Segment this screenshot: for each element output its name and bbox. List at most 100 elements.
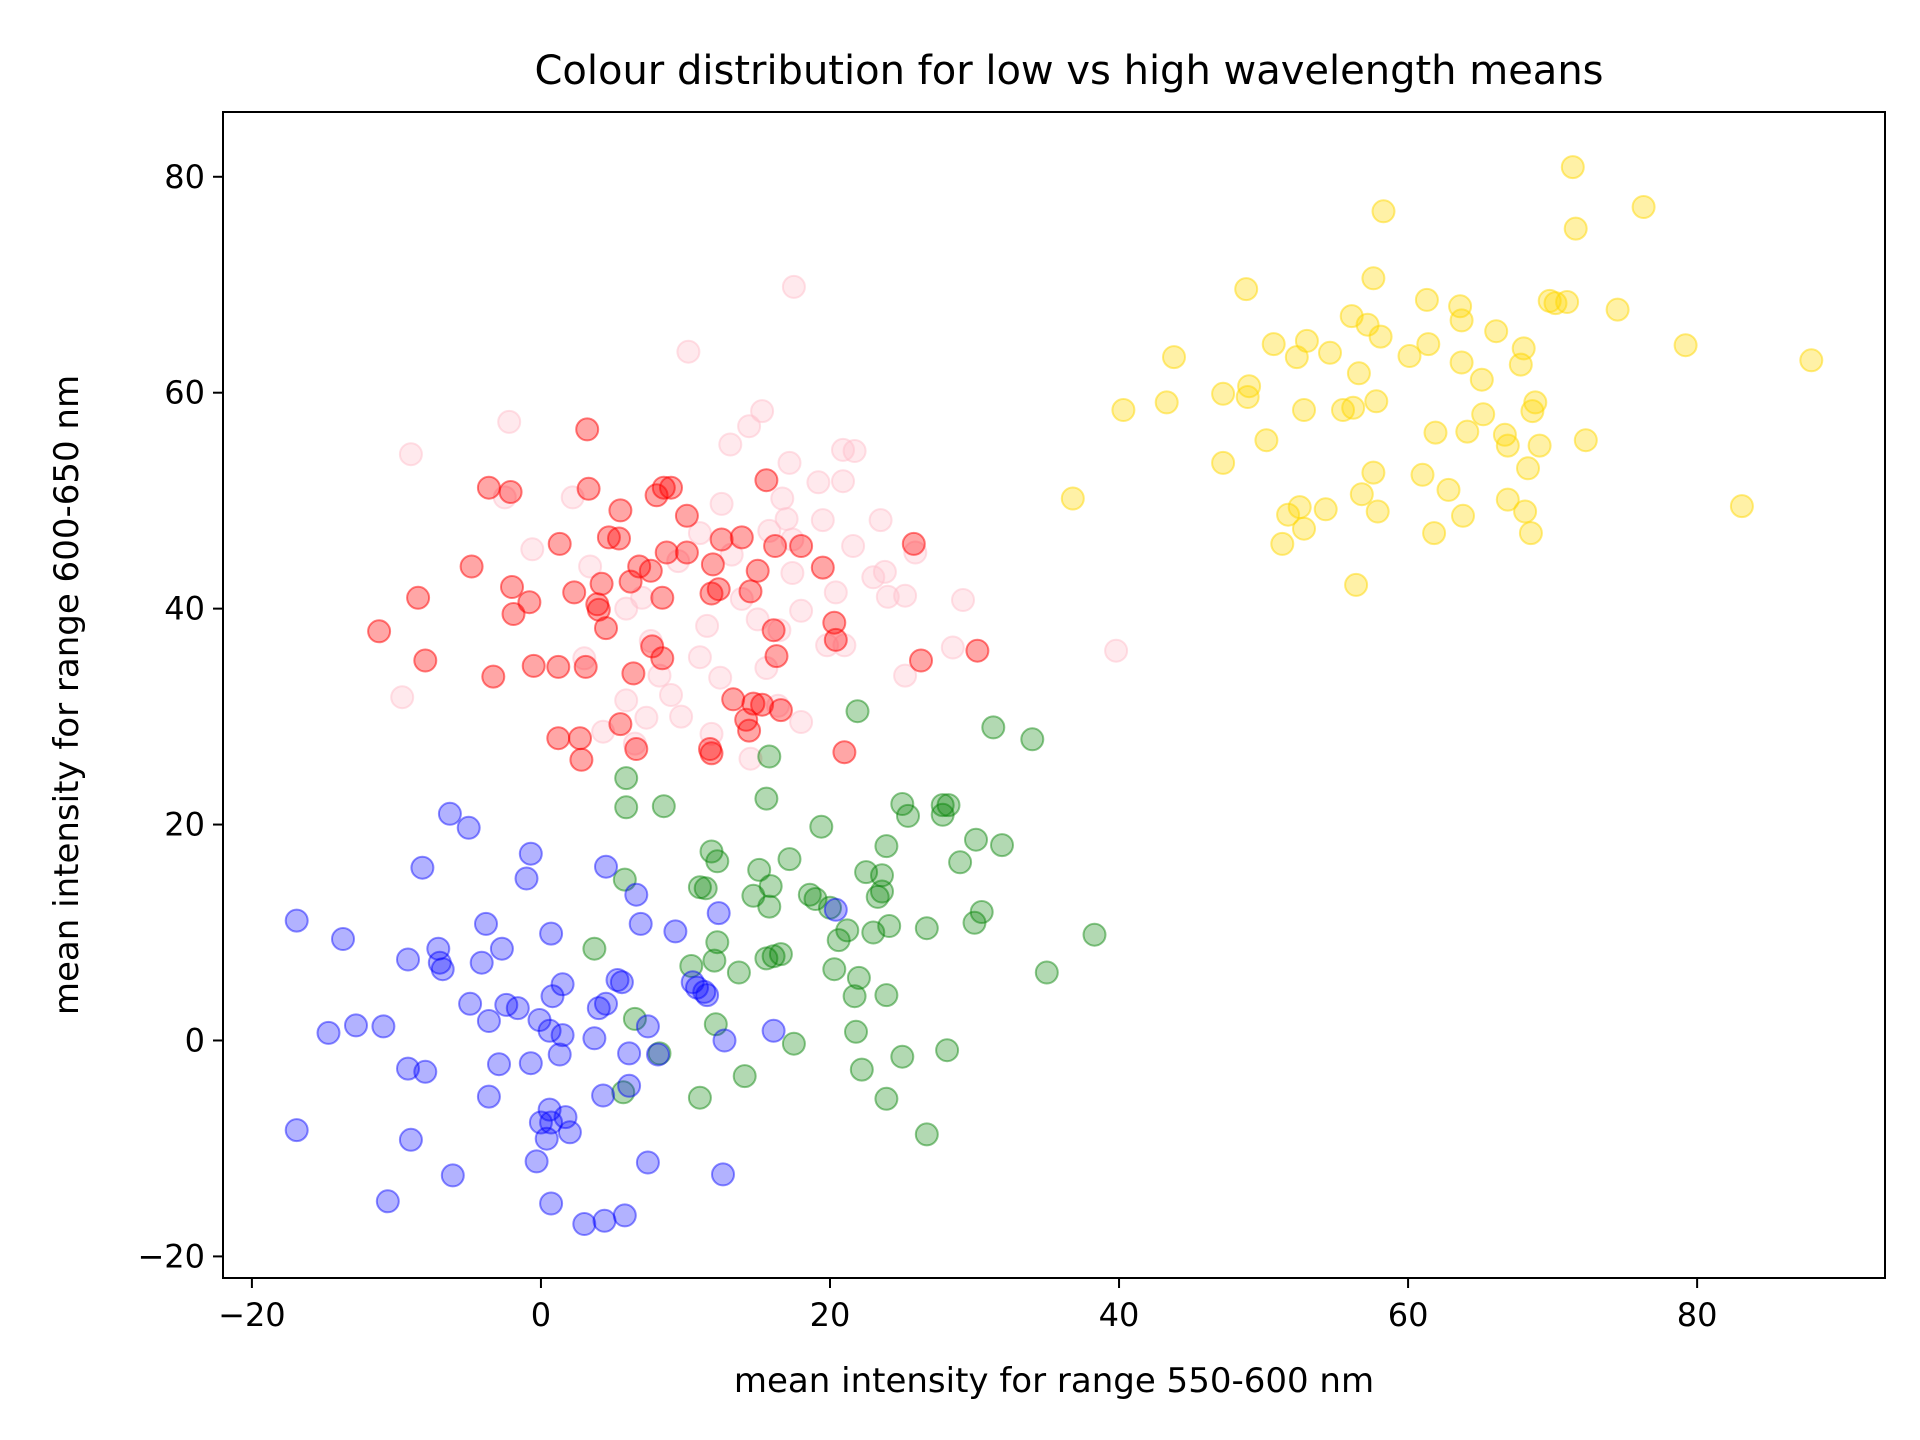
- scatter-point: [669, 704, 694, 729]
- scatter-point: [1563, 216, 1588, 241]
- scatter-point: [763, 534, 788, 558]
- scatter-point: [1270, 531, 1295, 556]
- scatter-point: [703, 1012, 728, 1037]
- scatter-point: [611, 1080, 636, 1105]
- scatter-point: [534, 1126, 559, 1151]
- scatter-point: [754, 786, 779, 811]
- y-tick-label: 80: [164, 158, 205, 196]
- scatter-point: [870, 879, 894, 904]
- scatter-point: [1527, 433, 1552, 458]
- scatter-point: [1254, 428, 1279, 453]
- x-tick-label: 80: [1677, 1296, 1718, 1334]
- y-tick-label: −20: [137, 1237, 205, 1275]
- scatter-point: [757, 744, 782, 769]
- scatter-point: [797, 882, 822, 907]
- x-axis-ticks: −20 0 20 40 60 80: [218, 1278, 1717, 1334]
- scatter-point: [654, 540, 679, 565]
- scatter-point: [679, 954, 704, 978]
- scatter-point: [1292, 516, 1316, 541]
- scatter-point: [1313, 497, 1338, 522]
- scatter-point: [617, 1041, 642, 1066]
- scatter-point: [777, 847, 802, 872]
- scatter-point: [501, 602, 526, 626]
- scatter-point: [568, 726, 592, 751]
- scatter-point: [1368, 324, 1393, 349]
- scatter-point: [1520, 399, 1545, 424]
- scatter-point: [591, 1083, 616, 1108]
- scatter-point: [951, 588, 975, 612]
- scatter-point: [569, 747, 594, 772]
- scatter-point: [659, 683, 683, 707]
- scatter-point: [1518, 521, 1543, 546]
- scatter-point: [367, 619, 392, 644]
- scatter-point: [868, 508, 893, 533]
- scatter-point: [823, 627, 848, 652]
- scatter-point: [430, 957, 455, 982]
- scatter-point: [1673, 333, 1698, 358]
- scatter-point: [572, 646, 597, 671]
- scatter-point: [614, 766, 639, 791]
- scatter-point: [969, 900, 994, 924]
- scatter-point: [521, 653, 546, 678]
- scatter-point: [1436, 477, 1461, 502]
- scatter-point: [440, 1163, 465, 1188]
- scatter-point: [806, 470, 831, 495]
- scatter-point: [410, 855, 435, 880]
- scatter-point: [1261, 332, 1286, 357]
- scatter-point: [375, 1189, 400, 1214]
- scatter-point: [1416, 332, 1441, 357]
- scatter-point: [498, 480, 523, 504]
- scatter-point: [624, 882, 649, 907]
- scatter-point: [767, 618, 792, 643]
- scatter-point: [594, 854, 618, 879]
- scatter-point: [706, 901, 731, 926]
- scatter-point: [831, 437, 855, 462]
- scatter-point: [539, 1110, 564, 1135]
- scatter-point: [896, 803, 920, 828]
- scatter-point: [846, 965, 871, 990]
- scatter-point: [497, 409, 522, 434]
- scatter-point: [592, 1208, 617, 1233]
- scatter-point: [650, 646, 675, 671]
- scatter-point: [909, 648, 933, 673]
- scatter-point: [732, 1064, 757, 1089]
- scatter-point: [638, 558, 663, 583]
- scatter-point: [413, 1059, 438, 1084]
- scatter-point: [476, 475, 501, 500]
- y-tick-label: 20: [164, 806, 205, 844]
- scatter-point: [524, 1149, 549, 1174]
- scatter-point: [427, 950, 452, 975]
- scatter-point: [861, 920, 886, 945]
- scatter-point: [1318, 340, 1342, 365]
- scatter-point: [546, 654, 571, 679]
- scatter-point: [371, 1014, 396, 1039]
- scatter-point: [1292, 398, 1316, 422]
- scatter-point: [1284, 345, 1309, 370]
- scatter-point: [849, 1057, 874, 1082]
- scatter-point: [685, 975, 709, 1000]
- scatter-point: [396, 947, 420, 972]
- scatter-point: [537, 1018, 562, 1043]
- scatter-point: [1371, 199, 1396, 224]
- scatter-point: [617, 1073, 642, 1098]
- scatter-point: [965, 638, 990, 663]
- scatter-point: [514, 866, 539, 891]
- scatter-point: [456, 815, 481, 840]
- scatter-point: [709, 527, 734, 552]
- scatter-point: [890, 1044, 915, 1069]
- scatter-point: [761, 944, 786, 969]
- scatter-point: [1104, 638, 1129, 663]
- scatter-point: [527, 1008, 552, 1032]
- scatter-point: [1344, 572, 1369, 597]
- scatter-point: [754, 468, 779, 493]
- scatter-point: [699, 839, 724, 864]
- scatter-point: [1361, 460, 1386, 485]
- scatter-point: [708, 665, 733, 690]
- scatter-point: [738, 746, 763, 771]
- y-tick-label: 40: [164, 590, 205, 628]
- scatter-point: [1423, 420, 1448, 445]
- scatter-point: [609, 970, 634, 995]
- scatter-point: [874, 834, 899, 859]
- scatter-point: [1341, 395, 1366, 420]
- scatter-point: [674, 540, 699, 565]
